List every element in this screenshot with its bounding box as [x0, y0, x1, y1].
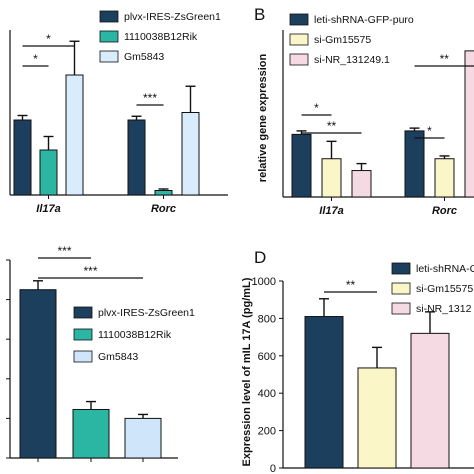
- legend-label-0: plvx-IRES-ZsGreen1: [124, 11, 221, 23]
- x-tick-label-1: Rorc: [432, 205, 457, 217]
- legend-swatch-2: [73, 350, 93, 363]
- y-tick-label-0: 0: [270, 463, 276, 474]
- legend-swatch-1: [99, 30, 119, 43]
- legend-label-0: leti-shRNA-G: [416, 263, 474, 275]
- sig-1-label: ***: [83, 264, 97, 278]
- sig-Il17a-1-label: *: [46, 32, 51, 46]
- bar-Rorc-2: [181, 112, 200, 196]
- panel-label-b: B: [254, 5, 265, 24]
- legend-label-1: si-Gm15575: [314, 34, 371, 46]
- sig-Rorc-0-label: *: [427, 124, 432, 138]
- panel-c-chart: *** *** plvx-IRES-ZsGreen1 1110038B12Rik Gm5…: [6, 244, 195, 462]
- bar-Il17a-1: [321, 158, 342, 198]
- y-axis-label: relative gene expression: [257, 54, 269, 183]
- sig-Rorc-1-label: **: [440, 52, 450, 66]
- legend-swatch-0: [289, 13, 309, 26]
- bar-Il17a-2: [65, 74, 84, 196]
- bar-1: [72, 408, 110, 459]
- sig-Il17a-0-label: *: [314, 101, 319, 115]
- legend-label-0: plvx-IRES-ZsGreen1: [98, 307, 195, 319]
- bar-2: [124, 417, 162, 459]
- y-tick-label-3: 600: [258, 351, 276, 363]
- legend-swatch-2: [99, 50, 119, 63]
- legend-label-1: 1110038B12Rik: [98, 329, 172, 341]
- legend-swatch-1: [391, 282, 411, 295]
- panel-b-chart: relative gene expressionIl17a***Rorc***l…: [257, 13, 474, 217]
- sig-Il17a-1-label: **: [327, 119, 337, 133]
- bar-Il17a-1: [39, 149, 58, 196]
- legend-label-2: Gm5843: [98, 351, 138, 363]
- sig-0-label: **: [346, 278, 356, 292]
- bar-2: [410, 332, 450, 469]
- sig-Il17a-0-label: *: [33, 52, 38, 66]
- bar-Il17a-0: [291, 133, 312, 198]
- y-tick-label-4: 800: [258, 313, 276, 325]
- bar-Rorc-0: [127, 119, 146, 196]
- bar-Rorc-1: [434, 158, 455, 198]
- y-tick-label-1: 200: [258, 426, 276, 438]
- bar-Rorc-0: [404, 130, 425, 198]
- legend-label-2: si-NR_131249.1: [314, 54, 390, 66]
- legend-label-1: si-Gm15575: [416, 283, 473, 295]
- legend-swatch-0: [99, 10, 119, 23]
- y-tick-label-5: 1000: [252, 276, 276, 288]
- sig-Rorc-0-label: ***: [143, 91, 157, 105]
- legend-label-1: 1110038B12Rik: [124, 31, 198, 43]
- legend-label-2: Gm5843: [124, 51, 164, 63]
- legend-swatch-1: [289, 33, 309, 46]
- y-tick-label-2: 400: [258, 388, 276, 400]
- bar-0: [304, 316, 344, 469]
- sig-0-label: ***: [57, 244, 71, 258]
- legend-label-0: leti-shRNA-GFP-puro: [314, 14, 414, 26]
- legend-swatch-2: [289, 53, 309, 66]
- x-tick-label-0: Il17a: [319, 205, 343, 217]
- x-tick-label-0: Il17a: [36, 203, 60, 215]
- bar-Rorc-1: [154, 190, 173, 196]
- bar-0: [19, 289, 57, 459]
- y-axis-label: Expression level of mIL 17A (pg/mL): [241, 277, 253, 466]
- legend-swatch-0: [391, 262, 411, 275]
- bar-1: [357, 367, 397, 469]
- legend-swatch-1: [73, 328, 93, 341]
- bar-Rorc-2: [464, 50, 474, 198]
- panel-a-chart: Il17a * * Rorc *** plvx-IRES-ZsGreen1 1110038B…: [9, 10, 228, 215]
- bar-Il17a-0: [13, 119, 32, 196]
- legend-label-2: si-NR_1312: [416, 303, 472, 315]
- x-tick-label-1: Rorc: [151, 203, 176, 215]
- panel-label-d: D: [254, 248, 266, 267]
- legend-swatch-2: [391, 302, 411, 315]
- legend-swatch-0: [73, 306, 93, 319]
- bar-Il17a-2: [351, 170, 372, 198]
